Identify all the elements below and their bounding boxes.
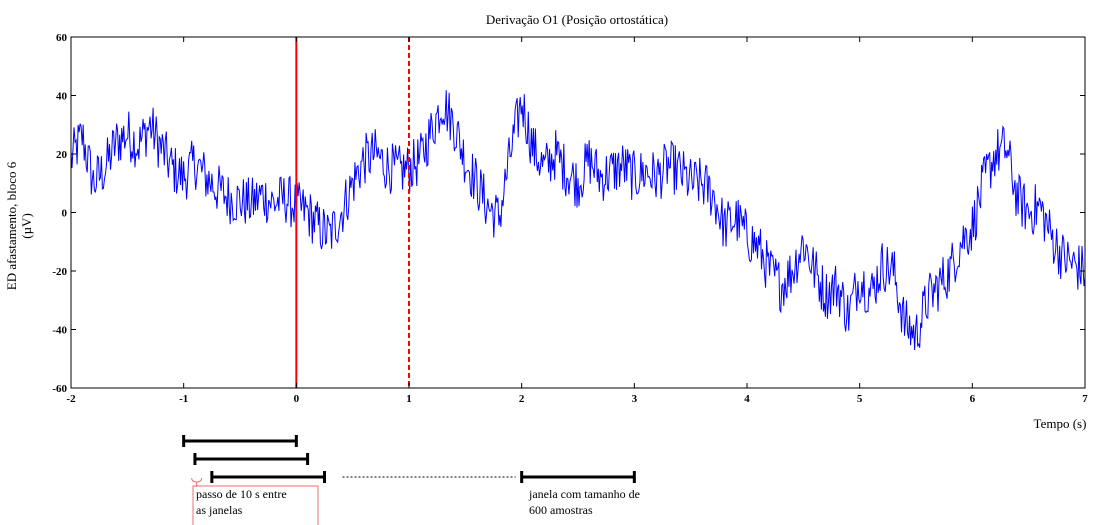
window-diagram	[182, 435, 636, 487]
step-annotation-line2: as janelas	[196, 503, 243, 517]
plot-content	[70, 37, 1086, 388]
step-annotation-box	[192, 485, 319, 525]
x-tick-label: -2	[66, 393, 76, 405]
x-axis-label: Tempo (s)	[1034, 416, 1087, 431]
x-tick-label: -1	[179, 393, 188, 405]
window-annotation-line1: janela com tamanho de	[528, 487, 640, 501]
x-tick-label: 3	[632, 393, 638, 405]
y-tick-label: 60	[56, 32, 68, 44]
step-annotation-line1: passo de 10 s entre	[196, 487, 287, 501]
y-axis-label-line2: (µV)	[19, 213, 34, 239]
y-tick-label: -40	[52, 325, 67, 337]
y-axis-label: ED afastamento, bloco 6 (µV)	[4, 161, 34, 290]
y-tick-label: -20	[52, 266, 67, 278]
signal-line-0	[70, 90, 1086, 351]
x-tick-label: 1	[406, 393, 412, 405]
x-tick-label: 5	[857, 393, 863, 405]
axis-ticks: -2 -1 0 1 2 3 4 5 6 7 -60 -40 -20 0 20 40 60	[52, 32, 1088, 405]
x-tick-label: 4	[744, 393, 750, 405]
y-tick-label: -60	[52, 383, 67, 395]
x-tick-label: 2	[519, 393, 525, 405]
y-axis-label-line1: ED afastamento, bloco 6	[4, 161, 19, 290]
y-tick-label: 0	[62, 208, 68, 220]
x-tick-label: 7	[1082, 393, 1088, 405]
x-tick-label: 0	[294, 393, 300, 405]
x-tick-label: 6	[970, 393, 976, 405]
chart-title: Derivação O1 (Posição ortostática)	[486, 12, 668, 27]
plot-frame	[70, 36, 1086, 389]
annotations: passo de 10 s entre as janelas janela co…	[192, 485, 640, 525]
y-tick-label: 20	[56, 149, 68, 161]
y-tick-label: 40	[56, 91, 68, 103]
window-annotation-line2: 600 amostras	[529, 503, 593, 517]
